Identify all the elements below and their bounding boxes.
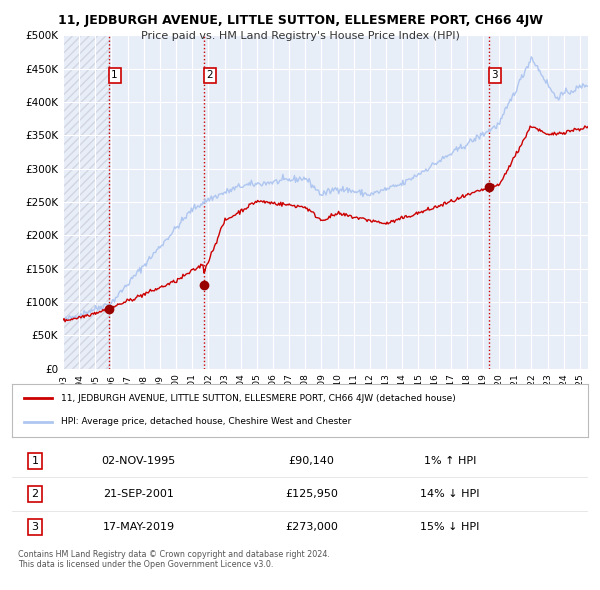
Text: £125,950: £125,950 xyxy=(285,489,338,499)
Text: Contains HM Land Registry data © Crown copyright and database right 2024.
This d: Contains HM Land Registry data © Crown c… xyxy=(18,550,330,569)
Text: 1% ↑ HPI: 1% ↑ HPI xyxy=(424,456,476,466)
Text: 21-SEP-2001: 21-SEP-2001 xyxy=(103,489,174,499)
Text: Price paid vs. HM Land Registry's House Price Index (HPI): Price paid vs. HM Land Registry's House … xyxy=(140,31,460,41)
Text: 15% ↓ HPI: 15% ↓ HPI xyxy=(420,522,479,532)
Text: £273,000: £273,000 xyxy=(285,522,338,532)
Text: 02-NOV-1995: 02-NOV-1995 xyxy=(101,456,176,466)
Text: 17-MAY-2019: 17-MAY-2019 xyxy=(103,522,175,532)
Text: 14% ↓ HPI: 14% ↓ HPI xyxy=(420,489,479,499)
Text: 1: 1 xyxy=(32,456,38,466)
Text: 2: 2 xyxy=(206,70,213,80)
Text: 3: 3 xyxy=(491,70,498,80)
Text: 1: 1 xyxy=(111,70,118,80)
Text: HPI: Average price, detached house, Cheshire West and Chester: HPI: Average price, detached house, Ches… xyxy=(61,417,351,426)
Text: 11, JEDBURGH AVENUE, LITTLE SUTTON, ELLESMERE PORT, CH66 4JW: 11, JEDBURGH AVENUE, LITTLE SUTTON, ELLE… xyxy=(58,14,542,27)
Text: 2: 2 xyxy=(31,489,38,499)
Text: £90,140: £90,140 xyxy=(289,456,334,466)
Text: 3: 3 xyxy=(32,522,38,532)
Text: 11, JEDBURGH AVENUE, LITTLE SUTTON, ELLESMERE PORT, CH66 4JW (detached house): 11, JEDBURGH AVENUE, LITTLE SUTTON, ELLE… xyxy=(61,394,456,403)
